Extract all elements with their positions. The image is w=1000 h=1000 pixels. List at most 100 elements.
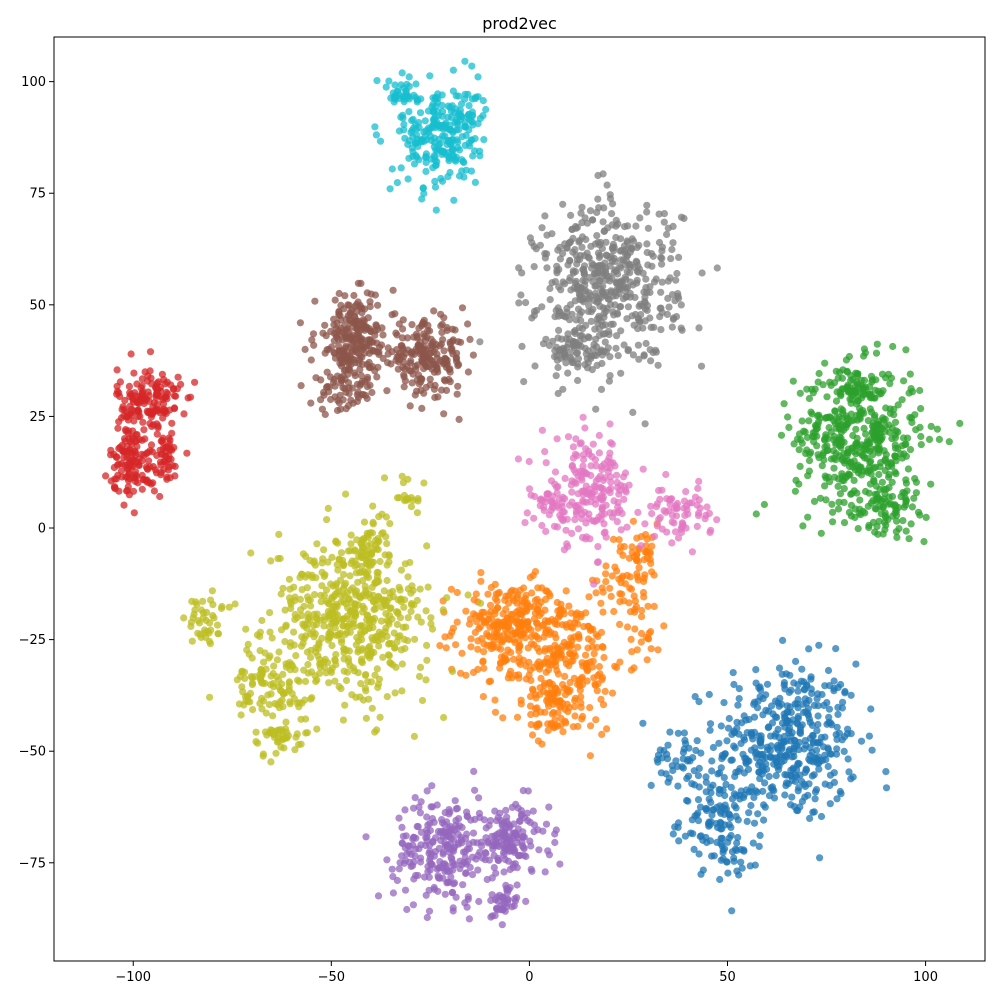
scatter-point [605,327,613,335]
scatter-point [530,514,538,522]
scatter-point [454,830,462,839]
scatter-point [435,844,443,853]
scatter-point [296,573,304,582]
scatter-point [450,108,458,116]
scatter-point [617,327,625,335]
scatter-point [592,405,600,413]
scatter-point [333,611,342,619]
scatter-point [357,371,365,380]
scatter-point [607,478,615,486]
scatter-point [296,319,304,327]
scatter-point [658,243,667,251]
scatter-point [439,850,447,858]
scatter-point [164,466,172,474]
scatter-point [579,265,588,273]
scatter-point [925,435,934,443]
scatter-point [835,729,844,737]
scatter-point [307,399,315,407]
scatter-point [790,679,798,687]
scatter-point [508,844,516,852]
scatter-point [834,710,842,719]
scatter-point [393,620,401,629]
scatter-point [562,621,570,629]
scatter-point [516,641,524,650]
scatter-point [776,694,784,703]
scatter-point [747,801,755,810]
scatter-point [935,435,944,443]
scatter-point [740,712,748,720]
scatter-point [796,389,804,397]
scatter-point [592,716,600,724]
scatter-point [826,750,834,758]
scatter-point [430,818,438,826]
scatter-point [480,648,488,656]
scatter-point [541,647,549,655]
scatter-point [724,838,732,846]
scatter-point [527,710,535,719]
scatter-point [564,433,573,441]
scatter-point [147,480,155,488]
scatter-point [138,382,146,390]
scatter-point [525,457,533,466]
scatter-point [269,712,277,720]
scatter-point [613,478,621,487]
scatter-point [813,727,821,735]
scatter-point [881,422,890,430]
scatter-point [587,625,595,633]
scatter-point [309,330,318,338]
scatter-point [367,540,375,548]
scatter-point [737,858,745,866]
scatter-point [292,652,300,660]
scatter-point [899,517,907,525]
scatter-point [640,577,648,586]
scatter-point [533,306,541,315]
scatter-point [396,859,404,867]
scatter-point [536,496,544,504]
scatter-point [153,430,161,438]
scatter-point [836,787,844,796]
scatter-point [513,713,522,721]
scatter-point [440,122,448,130]
scatter-point [304,593,312,601]
scatter-point [523,509,531,517]
scatter-point [253,631,262,639]
scatter-point [561,351,569,359]
scatter-point [556,255,565,263]
scatter-point [302,552,310,561]
scatter-point [810,497,819,505]
scatter-point [668,291,677,299]
scatter-point [862,430,870,438]
scatter-point [361,592,369,600]
scatter-point [691,812,699,820]
scatter-point [336,629,344,637]
scatter-point [606,191,614,199]
scatter-point [345,301,353,309]
scatter-point [335,399,343,407]
scatter-point [286,642,294,650]
scatter-point [811,795,819,803]
scatter-point [279,584,287,592]
scatter-point [624,346,633,354]
scatter-point [410,124,418,132]
scatter-point [323,516,331,524]
scatter-point [850,476,858,484]
scatter-point [237,711,245,719]
scatter-point [351,546,359,554]
scatter-point [330,378,338,386]
scatter-point [596,241,604,249]
scatter-point [578,296,586,304]
scatter-point [551,830,559,838]
scatter-point [363,611,371,619]
series-4 [362,767,564,929]
scatter-point [531,631,539,639]
scatter-point [351,372,359,380]
scatter-point [644,635,653,643]
scatter-point [453,588,461,597]
scatter-point [430,307,438,315]
scatter-point [643,554,652,562]
scatter-point [634,341,643,349]
scatter-point [790,440,798,448]
scatter-point [682,488,690,496]
scatter-point [503,813,511,821]
scatter-point [642,542,650,550]
